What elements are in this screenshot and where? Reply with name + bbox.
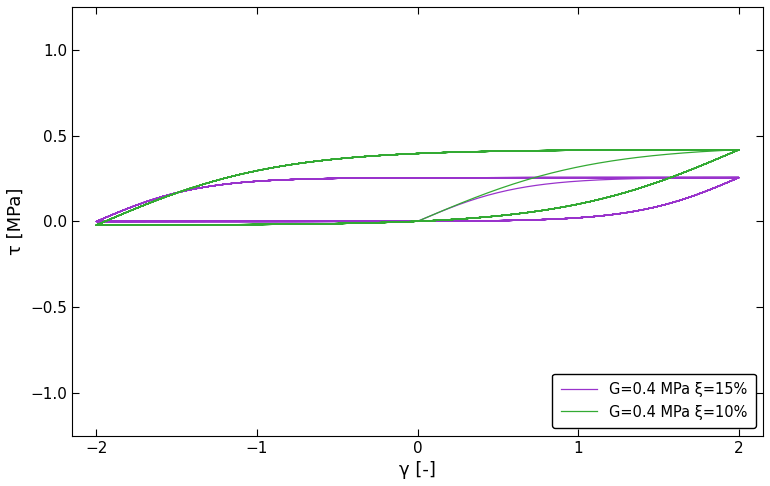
G=0.4 MPa ξ=15% [735, 174, 744, 180]
Legend: G=0.4 MPa ξ=15%, G=0.4 MPa ξ=10%: G=0.4 MPa ξ=15%, G=0.4 MPa ξ=10% [552, 374, 756, 428]
G=0.4 MPa ξ=10% [566, 147, 575, 153]
G=0.4 MPa ξ=10% [92, 222, 101, 228]
G=0.4 MPa ξ=10% [95, 221, 104, 226]
G=0.4 MPa ξ=10% [420, 218, 429, 224]
G=0.4 MPa ξ=10% [413, 151, 422, 156]
G=0.4 MPa ξ=15% [413, 218, 422, 224]
G=0.4 MPa ξ=15% [92, 219, 101, 225]
G=0.4 MPa ξ=10% [735, 147, 744, 153]
G=0.4 MPa ξ=15% [675, 197, 685, 203]
G=0.4 MPa ξ=10% [620, 147, 629, 153]
G=0.4 MPa ξ=15% [413, 175, 422, 181]
G=0.4 MPa ξ=10% [675, 171, 685, 177]
G=0.4 MPa ξ=10% [122, 222, 131, 228]
G=0.4 MPa ξ=10% [413, 218, 422, 224]
G=0.4 MPa ξ=15% [122, 219, 131, 225]
G=0.4 MPa ξ=15% [420, 218, 429, 224]
Y-axis label: τ [MPa]: τ [MPa] [7, 188, 25, 255]
Line: G=0.4 MPa ξ=10%: G=0.4 MPa ξ=10% [96, 150, 739, 225]
G=0.4 MPa ξ=15% [620, 174, 629, 180]
Line: G=0.4 MPa ξ=15%: G=0.4 MPa ξ=15% [96, 177, 739, 222]
X-axis label: γ [-]: γ [-] [399, 461, 436, 479]
G=0.4 MPa ξ=15% [566, 174, 575, 180]
G=0.4 MPa ξ=15% [95, 217, 104, 223]
